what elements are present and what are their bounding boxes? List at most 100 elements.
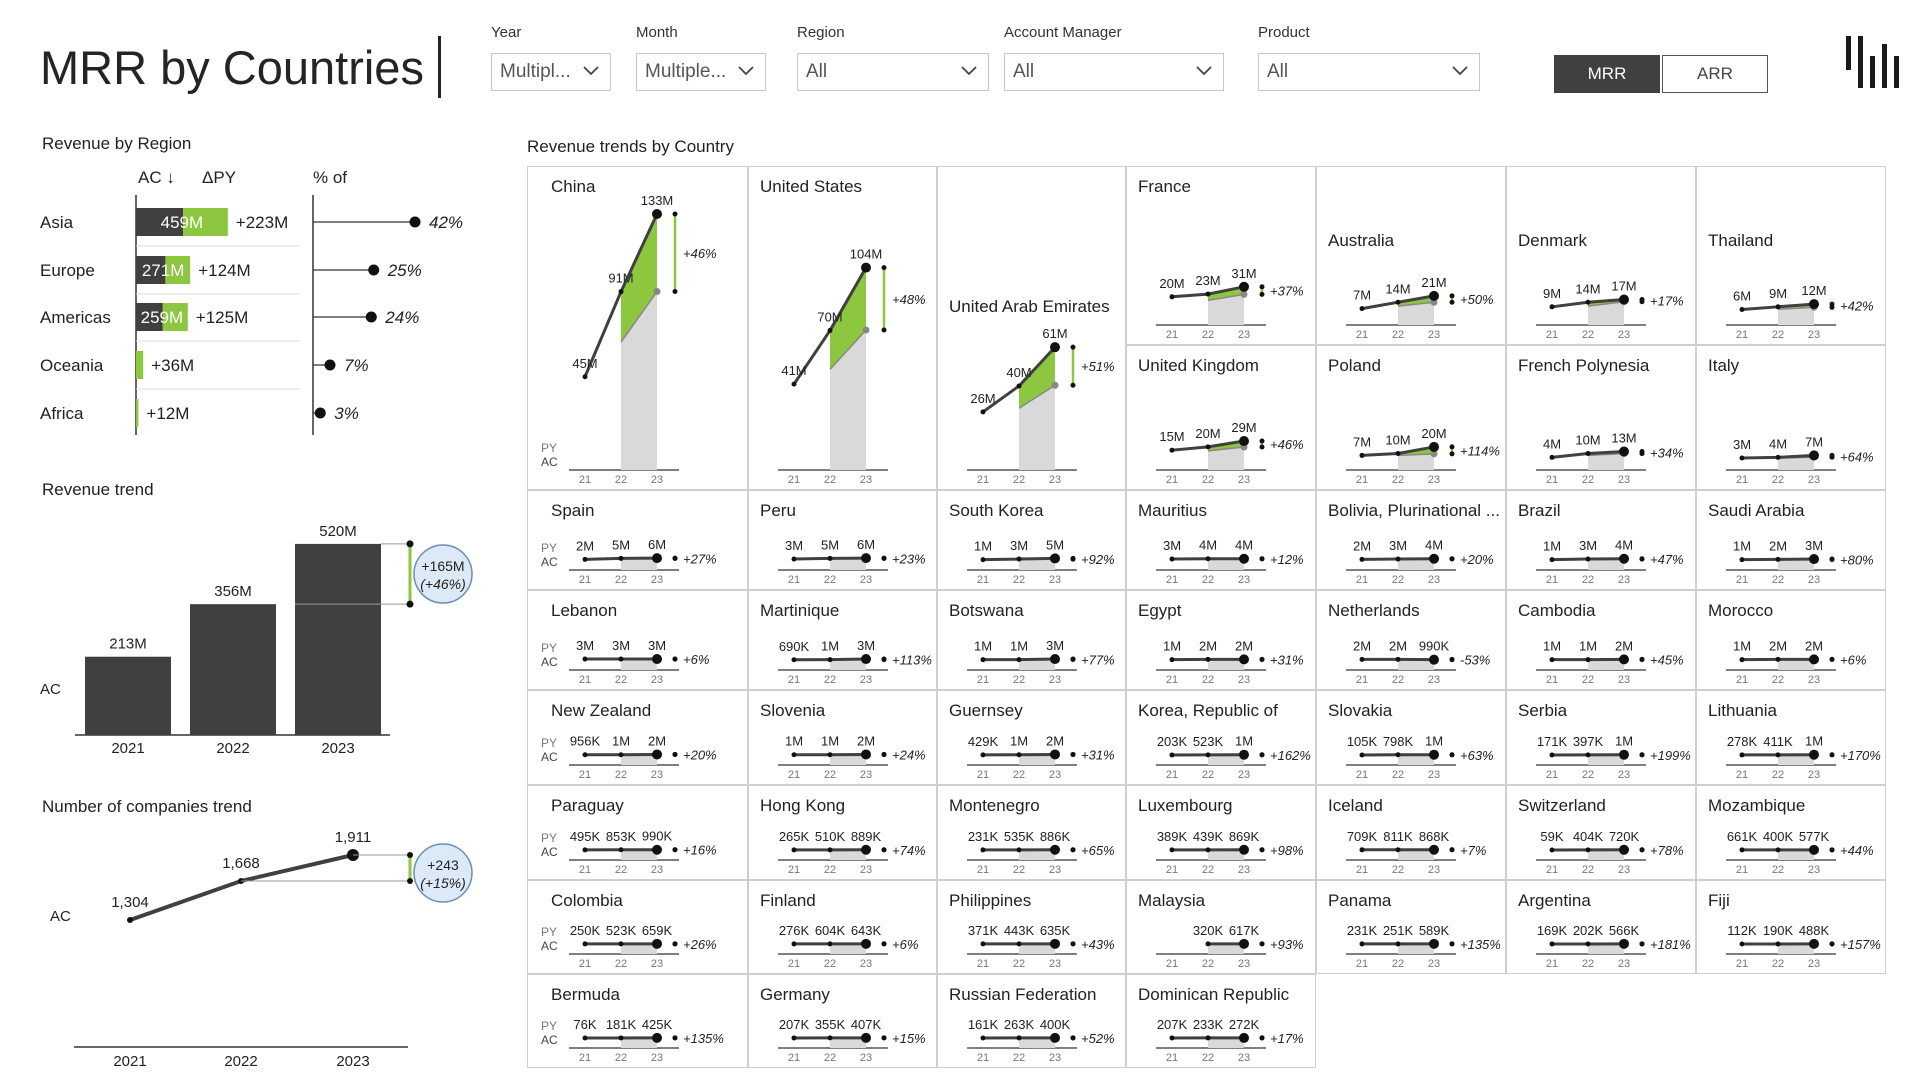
country-value-label: 617K	[1229, 923, 1260, 938]
country-chart-card: Thailand 21 22 23 +42% 6M 9M 12M	[1696, 166, 1886, 345]
country-chart-card: Malaysia 21 22 23 +93% 320K 617K	[1126, 880, 1316, 974]
country-py-area	[1778, 849, 1814, 860]
country-name: Dominican Republic	[1138, 985, 1290, 1004]
country-ac-point	[1169, 847, 1175, 853]
country-ac-point	[618, 555, 624, 561]
country-chart-card: Morocco 21 22 23 +6% 1M 2M 2M	[1696, 590, 1886, 690]
region-percent-label: 3%	[334, 404, 359, 423]
country-delta-label: +31%	[1270, 652, 1304, 667]
country-value-label: 355K	[815, 1017, 846, 1032]
year-dropdown-value: Multipl...	[500, 61, 571, 82]
country-ac-point	[861, 262, 871, 273]
country-value-label: 869K	[1229, 829, 1260, 844]
country-value-label: 2M	[857, 733, 875, 748]
country-delta-label: +17%	[1270, 1031, 1304, 1046]
country-ac-point	[618, 752, 624, 758]
country-x-tick: 21	[1356, 864, 1368, 876]
country-delta-label: +64%	[1840, 449, 1874, 464]
country-ac-legend: AC	[541, 845, 558, 859]
country-x-tick: 22	[1772, 864, 1784, 876]
country-ac-point	[861, 1032, 871, 1043]
region-delta-bar	[136, 351, 144, 379]
country-value-label: 272K	[1229, 1017, 1260, 1032]
country-chart-card: Dominican Republic 21 22 23 +17% 207K 233K 272K	[1126, 974, 1316, 1068]
country-ac-point	[980, 657, 986, 663]
country-value-label: 4M	[1543, 436, 1561, 451]
country-name: Lebanon	[551, 601, 617, 620]
country-value-label: 70M	[817, 310, 842, 325]
country-py-legend: PY	[541, 641, 557, 655]
region-dropdown[interactable]: All	[797, 53, 989, 91]
country-delta-label: -53%	[1460, 653, 1490, 668]
account-manager-dropdown[interactable]: All	[1004, 53, 1224, 91]
country-value-label: 1M	[821, 734, 839, 749]
country-value-label: 2M	[576, 538, 594, 553]
country-ac-point	[980, 941, 986, 947]
country-x-tick: 22	[615, 864, 627, 876]
country-delta-label: +6%	[683, 652, 709, 667]
region-delta-bar	[136, 399, 139, 427]
country-ac-point	[1016, 941, 1022, 947]
country-value-label: 1M	[612, 734, 630, 749]
country-ac-point	[827, 1035, 833, 1041]
country-delta-label: +15%	[892, 1031, 926, 1046]
revenue-trend-x-label: 2023	[321, 740, 354, 757]
country-delta-label: +50%	[1460, 292, 1494, 307]
country-value-label: 104M	[850, 247, 883, 262]
country-value-label: 31M	[1231, 266, 1256, 281]
year-dropdown[interactable]: Multipl...	[491, 53, 611, 91]
country-py-area	[1208, 558, 1244, 570]
country-chart-card: Serbia 21 22 23 +199% 171K 397K 1M	[1506, 690, 1696, 785]
product-dropdown[interactable]: All	[1258, 53, 1480, 91]
country-value-label: 12M	[1801, 283, 1826, 298]
country-ac-point	[1809, 554, 1819, 565]
country-ac-point	[1549, 657, 1555, 663]
country-name: Italy	[1708, 356, 1740, 375]
country-name: Spain	[551, 501, 594, 520]
country-ac-point	[827, 941, 833, 947]
country-value-label: 510K	[815, 829, 846, 844]
country-value-label: 659K	[642, 923, 673, 938]
country-value-label: 161K	[968, 1017, 999, 1032]
country-x-tick: 23	[651, 864, 663, 876]
region-ac-label: 459M	[161, 213, 204, 232]
country-value-label: 40M	[1006, 365, 1031, 380]
country-ac-legend: AC	[541, 655, 558, 669]
ac-column-header: AC ↓	[138, 168, 175, 187]
country-x-tick: 22	[615, 769, 627, 781]
country-value-label: 3M	[612, 638, 630, 653]
country-py-area	[1398, 659, 1434, 670]
country-x-tick: 22	[1202, 1052, 1214, 1064]
country-x-tick: 22	[1013, 674, 1025, 686]
country-name: Martinique	[760, 601, 839, 620]
country-py-area	[1588, 301, 1624, 325]
month-dropdown[interactable]: Multiple...	[636, 53, 766, 91]
country-ac-point	[1016, 847, 1022, 853]
country-chart-card: Peru 21 22 23 +23% 3M 5M 6M	[748, 490, 937, 590]
country-py-area	[621, 291, 657, 470]
country-x-tick: 21	[788, 769, 800, 781]
arr-toggle-button[interactable]: ARR	[1662, 55, 1768, 93]
country-x-tick: 23	[1428, 674, 1440, 686]
country-chart-card: Cambodia 21 22 23 +45% 1M 1M 2M	[1506, 590, 1696, 690]
country-chart-card: Bolivia, Plurinational ... 21 22 23 +20% 2M 3M…	[1316, 490, 1506, 590]
country-name: Serbia	[1518, 701, 1568, 720]
country-ac-point	[582, 656, 588, 662]
region-label: Americas	[40, 308, 111, 327]
country-x-tick: 21	[788, 574, 800, 586]
country-value-label: 133M	[641, 193, 674, 208]
country-py-area	[1398, 558, 1434, 570]
country-delta-label: +20%	[683, 747, 717, 762]
country-x-tick: 23	[651, 574, 663, 586]
country-name: Cambodia	[1518, 601, 1596, 620]
country-value-label: 169K	[1537, 923, 1568, 938]
country-value-label: 411K	[1763, 734, 1793, 749]
mrr-toggle-button[interactable]: MRR	[1554, 55, 1660, 93]
country-value-label: 10M	[1575, 432, 1600, 447]
country-value-label: 112K	[1727, 923, 1757, 938]
country-value-label: 76K	[573, 1017, 596, 1032]
country-ac-legend: AC	[541, 939, 558, 953]
country-delta-label: +34%	[1650, 446, 1684, 461]
country-x-tick: 22	[1013, 864, 1025, 876]
